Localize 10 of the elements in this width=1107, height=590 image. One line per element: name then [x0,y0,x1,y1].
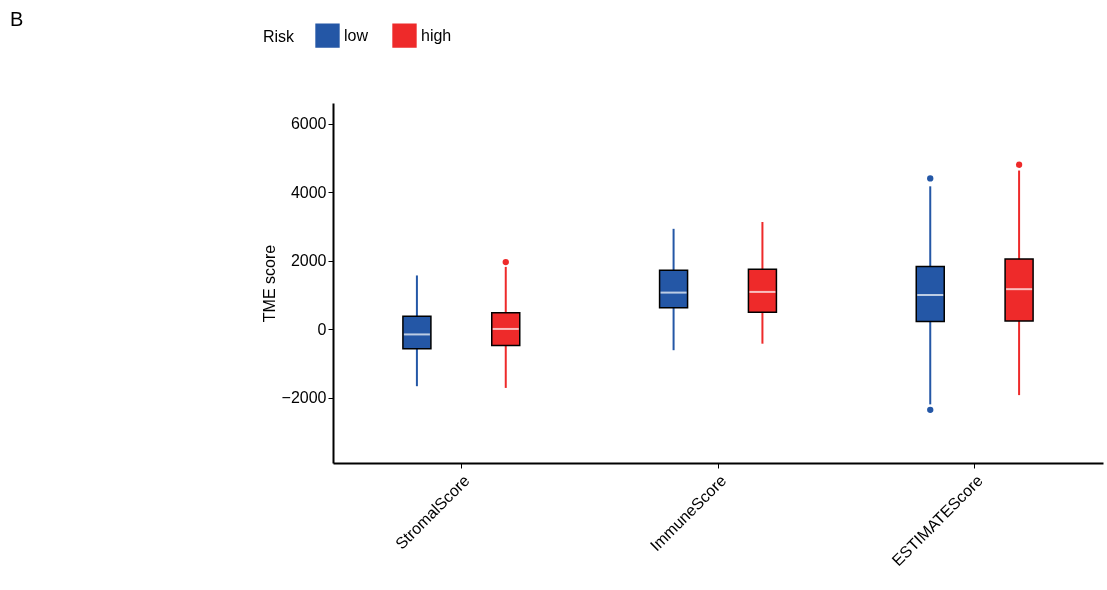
y-tick-label: −2000 [281,389,327,407]
y-tick-label: 4000 [290,183,327,201]
y-tick-label: 0 [317,320,327,338]
legend-label: high [421,26,452,44]
y-tick-label: 2000 [290,252,327,270]
text: B [10,8,24,31]
y-axis-title: TME score [260,244,278,323]
legend-title: Risk [263,28,296,45]
y-tick-label: 6000 [290,115,327,133]
legend-label: low [344,26,369,44]
